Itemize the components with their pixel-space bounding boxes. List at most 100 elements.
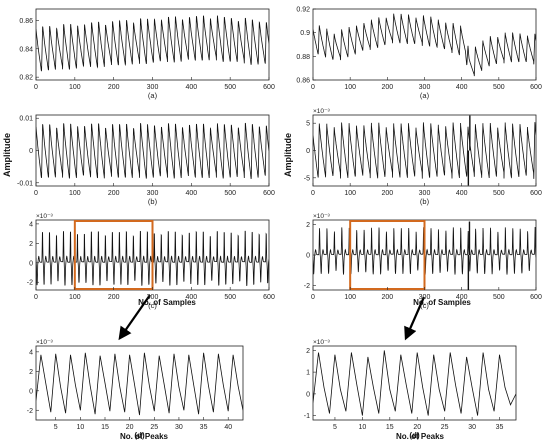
x-tick-label: 300	[419, 190, 431, 197]
x-tick-label: 400	[185, 190, 197, 197]
amplitude-label-right: Amplitude	[283, 133, 293, 177]
y-tick-label: 0.86	[296, 78, 310, 85]
plot-frame	[35, 8, 270, 81]
y-tick-label: 2	[306, 348, 310, 355]
y-tick-label: 1	[306, 370, 310, 377]
x-tick-label: 0	[311, 84, 315, 91]
axis-exponent: ×10⁻³	[36, 339, 53, 346]
y-tick-label: 4	[29, 349, 33, 356]
zoom-arrow-left	[118, 294, 151, 341]
axis-exponent: ×10⁻³	[313, 339, 330, 346]
x-tick-label: 500	[493, 84, 505, 91]
x-tick-label: 300	[147, 84, 159, 91]
panel-sublabel: (b)	[148, 197, 158, 206]
panel-sublabel: (a)	[148, 91, 158, 100]
amplitude-label-left: Amplitude	[2, 133, 12, 177]
signal-line	[313, 13, 536, 77]
x-tick-label: 5	[54, 424, 58, 431]
x-tick-label: 0	[311, 190, 315, 197]
x-tick-label: 600	[530, 84, 542, 91]
y-tick-label: 2	[29, 241, 33, 248]
y-tick-label: 2	[29, 369, 33, 376]
x-tick-label: 25	[441, 424, 449, 431]
panel-sublabel: (d)	[409, 431, 420, 440]
panel-sublabel: (c)	[148, 301, 157, 310]
peaks-label-left: No. of Peaks	[120, 432, 169, 441]
x-tick-label: 500	[493, 190, 505, 197]
zoom-arrow-right	[404, 296, 426, 341]
signal-line	[313, 122, 536, 179]
x-tick-label: 600	[263, 294, 275, 301]
samples-label-left: No. of Samples	[138, 298, 196, 307]
x-tick-label: 200	[381, 190, 393, 197]
signal-line	[36, 122, 269, 179]
x-tick-label: 300	[147, 190, 159, 197]
samples-label-right: No. of Samples	[413, 298, 471, 307]
y-tick-label: -1	[304, 413, 310, 420]
x-tick-label: 200	[381, 84, 393, 91]
panel-L1: 0 100 200 300 400 500 600 0.82 0.84 0.86 (a)	[19, 8, 275, 100]
x-tick-label: 0	[34, 294, 38, 301]
x-tick-label: 100	[69, 84, 81, 91]
y-tick-label: 0.01	[19, 116, 33, 123]
panel-sublabel: (b)	[420, 197, 430, 206]
x-tick-label: 40	[224, 424, 232, 431]
x-tick-label: 100	[69, 294, 81, 301]
x-tick-label: 200	[108, 294, 120, 301]
panel-sublabel: (c)	[420, 301, 429, 310]
signal-line	[36, 15, 269, 72]
x-tick-label: 25	[150, 424, 158, 431]
x-tick-label: 30	[175, 424, 183, 431]
x-tick-label: 30	[468, 424, 476, 431]
y-tick-label: -0.01	[17, 180, 33, 187]
x-tick-label: 10	[358, 424, 366, 431]
y-tick-label: 0.92	[296, 7, 310, 14]
x-tick-label: 400	[456, 294, 468, 301]
x-tick-label: 200	[108, 190, 120, 197]
x-tick-label: 600	[530, 294, 542, 301]
y-tick-label: -5	[304, 175, 310, 182]
x-tick-label: 600	[263, 84, 275, 91]
x-tick-label: 100	[344, 190, 356, 197]
x-tick-label: 600	[263, 190, 275, 197]
x-tick-label: 300	[419, 84, 431, 91]
x-tick-label: 400	[185, 84, 197, 91]
y-tick-label: -2	[304, 283, 310, 290]
x-tick-label: 20	[126, 424, 134, 431]
plot-frame	[35, 345, 244, 421]
x-tick-label: 400	[185, 294, 197, 301]
y-tick-label: 0.84	[19, 46, 33, 53]
y-tick-label: 0	[306, 253, 310, 260]
y-tick-label: 0.82	[19, 75, 33, 82]
y-tick-label: 0.88	[296, 54, 310, 61]
x-tick-label: 35	[200, 424, 208, 431]
axis-exponent: ×10⁻³	[36, 213, 53, 220]
panel-sublabel: (a)	[420, 91, 430, 100]
y-tick-label: 0	[29, 148, 33, 155]
x-tick-label: 10	[76, 424, 84, 431]
x-tick-label: 0	[311, 294, 315, 301]
x-tick-label: 100	[69, 190, 81, 197]
signal-line	[313, 350, 516, 416]
y-tick-label: 0	[306, 148, 310, 155]
y-tick-label: 0	[29, 388, 33, 395]
x-tick-label: 5	[333, 424, 337, 431]
x-tick-label: 500	[224, 190, 236, 197]
y-tick-label: -2	[27, 280, 33, 287]
peaks-label-right: No. of Peaks	[396, 432, 445, 441]
axis-exponent: ×10⁻³	[313, 108, 330, 115]
x-tick-label: 0	[34, 190, 38, 197]
panel-R2: 0 100 200 300 400 500 600 -5 0 5×10⁻³ (b)	[304, 108, 542, 206]
x-tick-label: 600	[530, 190, 542, 197]
x-tick-label: 200	[108, 84, 120, 91]
plot-frame	[312, 114, 537, 187]
panel-L4: 5 10 15 20 25 30 35 40 -2 0 2 4×10⁻³ (d)	[27, 339, 244, 440]
x-tick-label: 15	[386, 424, 394, 431]
x-tick-label: 500	[224, 84, 236, 91]
panel-R1: 0 100 200 300 400 500 600 0.86 0.88 0.9 0.92 (a)	[296, 7, 542, 101]
x-tick-label: 500	[493, 294, 505, 301]
panel-R4: 5 10 15 20 25 30 35 -1 0 1 2×10⁻³ (d)	[304, 339, 517, 440]
y-tick-label: -2	[27, 408, 33, 415]
